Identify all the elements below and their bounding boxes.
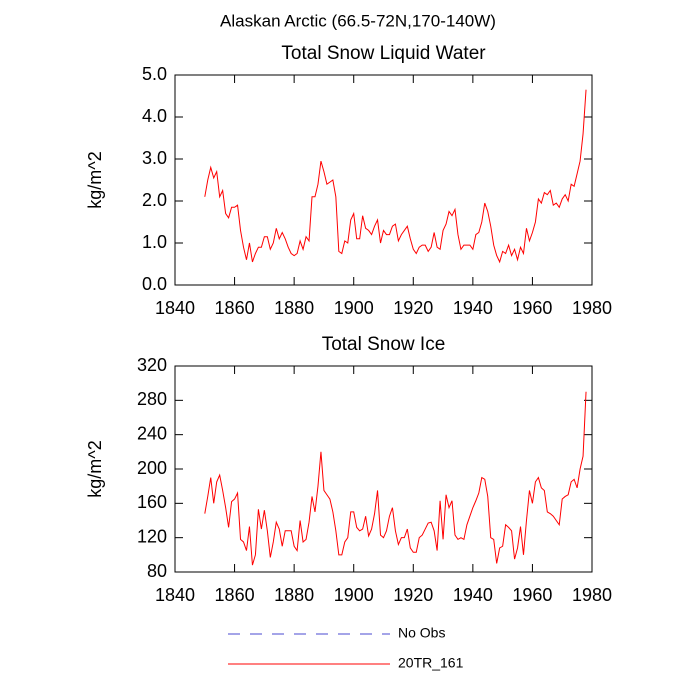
plot-frame xyxy=(174,74,593,286)
x-tick-label: 1860 xyxy=(215,298,255,318)
y-tick-label: 120 xyxy=(137,526,167,546)
x-tick-label: 1940 xyxy=(453,585,493,605)
y-tick-label: 1.0 xyxy=(142,232,167,252)
y-tick-label: 80 xyxy=(147,561,167,581)
legend-label: No Obs xyxy=(398,625,445,641)
y-tick-label: 240 xyxy=(137,423,167,443)
x-tick-label: 1900 xyxy=(334,585,374,605)
data-line xyxy=(204,391,587,566)
x-tick-label: 1880 xyxy=(274,585,314,605)
x-tick-label: 1960 xyxy=(512,585,552,605)
y-tick-label: 0.0 xyxy=(142,274,167,294)
x-tick-label: 1840 xyxy=(155,585,195,605)
data-line xyxy=(204,89,587,264)
x-tick-label: 1900 xyxy=(334,298,374,318)
y-tick-label: 3.0 xyxy=(142,148,167,168)
plot-frame xyxy=(174,365,593,573)
x-tick-label: 1980 xyxy=(572,298,612,318)
y-axis-label: kg/m^2 xyxy=(85,151,105,208)
x-tick-label: 1940 xyxy=(453,298,493,318)
x-tick-label: 1840 xyxy=(155,298,195,318)
y-tick-label: 5.0 xyxy=(142,64,167,84)
x-tick-label: 1880 xyxy=(274,298,314,318)
legend-label: 20TR_161 xyxy=(398,655,464,671)
x-tick-label: 1920 xyxy=(393,298,433,318)
y-tick-label: 200 xyxy=(137,458,167,478)
y-axis-label: kg/m^2 xyxy=(85,440,105,497)
y-tick-label: 280 xyxy=(137,389,167,409)
x-tick-label: 1860 xyxy=(215,585,255,605)
panel-title: Total Snow Ice xyxy=(322,334,446,355)
panel-title: Total Snow Liquid Water xyxy=(281,43,486,64)
x-tick-label: 1960 xyxy=(512,298,552,318)
y-tick-label: 320 xyxy=(137,355,167,375)
x-tick-label: 1980 xyxy=(572,585,612,605)
y-tick-label: 4.0 xyxy=(142,106,167,126)
x-tick-label: 1920 xyxy=(393,585,433,605)
figure-title: Alaskan Arctic (66.5-72N,170-140W) xyxy=(220,11,496,30)
y-tick-label: 2.0 xyxy=(142,190,167,210)
y-tick-label: 160 xyxy=(137,492,167,512)
